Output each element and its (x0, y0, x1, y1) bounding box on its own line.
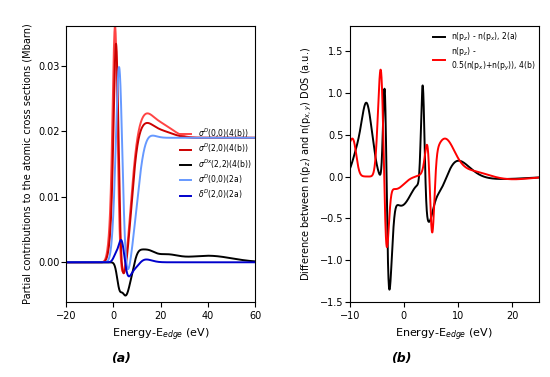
Line: $\delta^D$(2,0)(2a): $\delta^D$(2,0)(2a) (66, 240, 255, 276)
$\sigma^D$(0,0)(2a) (228, 135, 234, 140)
n(p$_z$) -
0.5(n(p$_x$)+n(p$_y$)), 4(b) (419, 167, 426, 172)
Text: (b): (b) (391, 352, 412, 365)
$\sigma^D$(0,0)(2a) (96, 260, 102, 265)
$\sigma^D$(0,0)(4(b)) (120, 270, 127, 274)
Y-axis label: Partial contributions to the atomic cross sections (Mbarn): Partial contributions to the atomic cros… (23, 24, 32, 304)
$\sigma^{Dx}$(2,2)(4(b)) (63, 260, 69, 265)
n(p$_z$) -
0.5(n(p$_x$)+n(p$_y$)), 4(b) (427, 210, 434, 215)
Line: $\sigma^D$(2,0)(4(b)): $\sigma^D$(2,0)(4(b)) (66, 44, 255, 273)
Y-axis label: Difference between n(p$_z$) and n(p$_{x,y}$) DOS (a.u.): Difference between n(p$_z$) and n(p$_{x,… (300, 47, 315, 281)
$\sigma^D$(0,0)(4(b)) (112, 24, 118, 28)
$\sigma^{Dx}$(2,2)(4(b)) (144, 247, 150, 252)
$\sigma^D$(2,0)(4(b)) (113, 41, 119, 46)
n(p$_z$) - n(p$_x$), 2(a) (419, 84, 426, 89)
$\delta^D$(2,0)(2a) (84, 260, 91, 265)
$\sigma^D$(0,0)(2a) (125, 267, 131, 271)
$\sigma^{Dx}$(2,2)(4(b)) (84, 260, 91, 265)
Line: n(p$_z$) - n(p$_x$), 2(a): n(p$_z$) - n(p$_x$), 2(a) (350, 86, 539, 290)
n(p$_z$) -
0.5(n(p$_x$)+n(p$_y$)), 4(b) (512, 177, 518, 181)
$\sigma^{Dx}$(2,2)(4(b)) (248, 259, 255, 264)
$\sigma^D$(0,0)(4(b)) (252, 135, 258, 140)
X-axis label: Energy-E$_{edge}$ (eV): Energy-E$_{edge}$ (eV) (112, 327, 210, 343)
$\sigma^D$(2,0)(4(b)) (135, 136, 142, 141)
$\sigma^D$(2,0)(4(b)) (96, 260, 102, 265)
$\sigma^D$(2,0)(4(b)) (228, 135, 234, 140)
$\delta^D$(2,0)(2a) (228, 260, 234, 265)
$\sigma^D$(0,0)(2a) (252, 135, 258, 140)
n(p$_z$) -
0.5(n(p$_x$)+n(p$_y$)), 4(b) (384, 245, 390, 249)
Text: (a): (a) (111, 352, 131, 365)
n(p$_z$) -
0.5(n(p$_x$)+n(p$_y$)), 4(b) (536, 175, 542, 180)
$\delta^D$(2,0)(2a) (126, 274, 133, 279)
$\sigma^D$(0,0)(2a) (63, 260, 69, 265)
n(p$_z$) - n(p$_x$), 2(a) (532, 175, 538, 180)
$\delta^D$(2,0)(2a) (248, 260, 255, 265)
n(p$_z$) - n(p$_x$), 2(a) (386, 287, 393, 292)
$\delta^D$(2,0)(2a) (96, 260, 102, 265)
$\delta^D$(2,0)(2a) (135, 262, 142, 267)
n(p$_z$) - n(p$_x$), 2(a) (379, 135, 386, 140)
$\sigma^{Dx}$(2,2)(4(b)) (252, 259, 258, 264)
$\delta^D$(2,0)(2a) (63, 260, 69, 265)
$\delta^D$(2,0)(2a) (118, 238, 124, 242)
$\sigma^D$(0,0)(2a) (248, 135, 255, 140)
$\sigma^D$(2,0)(4(b)) (120, 271, 127, 276)
X-axis label: Energy-E$_{edge}$ (eV): Energy-E$_{edge}$ (eV) (395, 327, 493, 343)
Line: $\sigma^D$(0,0)(2a): $\sigma^D$(0,0)(2a) (66, 67, 255, 269)
$\sigma^{Dx}$(2,2)(4(b)) (122, 293, 129, 298)
n(p$_z$) - n(p$_x$), 2(a) (512, 176, 518, 181)
$\sigma^D$(2,0)(4(b)) (248, 135, 255, 140)
$\sigma^{Dx}$(2,2)(4(b)) (228, 256, 234, 261)
n(p$_z$) -
0.5(n(p$_x$)+n(p$_y$)), 4(b) (346, 140, 353, 145)
n(p$_z$) - n(p$_x$), 2(a) (368, 125, 375, 130)
$\sigma^D$(0,0)(4(b)) (96, 260, 102, 265)
$\sigma^D$(2,0)(4(b)) (84, 260, 91, 265)
$\delta^D$(2,0)(2a) (252, 260, 258, 265)
n(p$_z$) - n(p$_x$), 2(a) (346, 167, 353, 171)
$\sigma^D$(0,0)(4(b)) (63, 260, 69, 265)
$\sigma^D$(0,0)(4(b)) (84, 260, 91, 265)
n(p$_z$) -
0.5(n(p$_x$)+n(p$_y$)), 4(b) (532, 176, 538, 180)
$\sigma^D$(0,0)(2a) (84, 260, 91, 265)
$\sigma^D$(0,0)(4(b)) (248, 135, 255, 140)
Line: $\sigma^D$(0,0)(4(b)): $\sigma^D$(0,0)(4(b)) (66, 26, 255, 272)
n(p$_z$) - n(p$_x$), 2(a) (419, 83, 426, 88)
$\sigma^D$(2,0)(4(b)) (252, 135, 258, 140)
$\sigma^D$(0,0)(2a) (144, 138, 150, 143)
n(p$_z$) -
0.5(n(p$_x$)+n(p$_y$)), 4(b) (379, 107, 386, 112)
$\sigma^D$(2,0)(4(b)) (144, 121, 150, 125)
Legend: $\sigma^D$(0,0)(4(b)), $\sigma^D$(2,0)(4(b)), $\sigma^{Dx}$(2,2)(4(b)), $\sigma^: $\sigma^D$(0,0)(4(b)), $\sigma^D$(2,0)(4… (180, 127, 251, 201)
Line: $\sigma^{Dx}$(2,2)(4(b)): $\sigma^{Dx}$(2,2)(4(b)) (66, 250, 255, 296)
n(p$_z$) - n(p$_x$), 2(a) (427, 217, 434, 221)
Line: n(p$_z$) -
0.5(n(p$_x$)+n(p$_y$)), 4(b): n(p$_z$) - 0.5(n(p$_x$)+n(p$_y$)), 4(b) (350, 70, 539, 247)
$\sigma^{Dx}$(2,2)(4(b)) (141, 247, 147, 252)
n(p$_z$) - n(p$_x$), 2(a) (536, 175, 542, 180)
$\sigma^D$(0,0)(4(b)) (144, 111, 150, 116)
$\sigma^D$(0,0)(4(b)) (228, 135, 234, 140)
n(p$_z$) -
0.5(n(p$_x$)+n(p$_y$)), 4(b) (368, 174, 375, 178)
$\sigma^D$(0,0)(2a) (116, 65, 122, 69)
$\sigma^D$(2,0)(4(b)) (63, 260, 69, 265)
$\sigma^D$(0,0)(2a) (135, 185, 142, 190)
$\sigma^D$(0,0)(4(b)) (135, 129, 142, 133)
$\sigma^{Dx}$(2,2)(4(b)) (135, 249, 142, 254)
Legend: n(p$_z$) - n(p$_x$), 2(a), n(p$_z$) -
0.5(n(p$_x$)+n(p$_y$)), 4(b): n(p$_z$) - n(p$_x$), 2(a), n(p$_z$) - 0.… (433, 30, 535, 73)
$\delta^D$(2,0)(2a) (144, 257, 150, 262)
n(p$_z$) -
0.5(n(p$_x$)+n(p$_y$)), 4(b) (377, 67, 384, 72)
$\sigma^{Dx}$(2,2)(4(b)) (96, 260, 102, 265)
